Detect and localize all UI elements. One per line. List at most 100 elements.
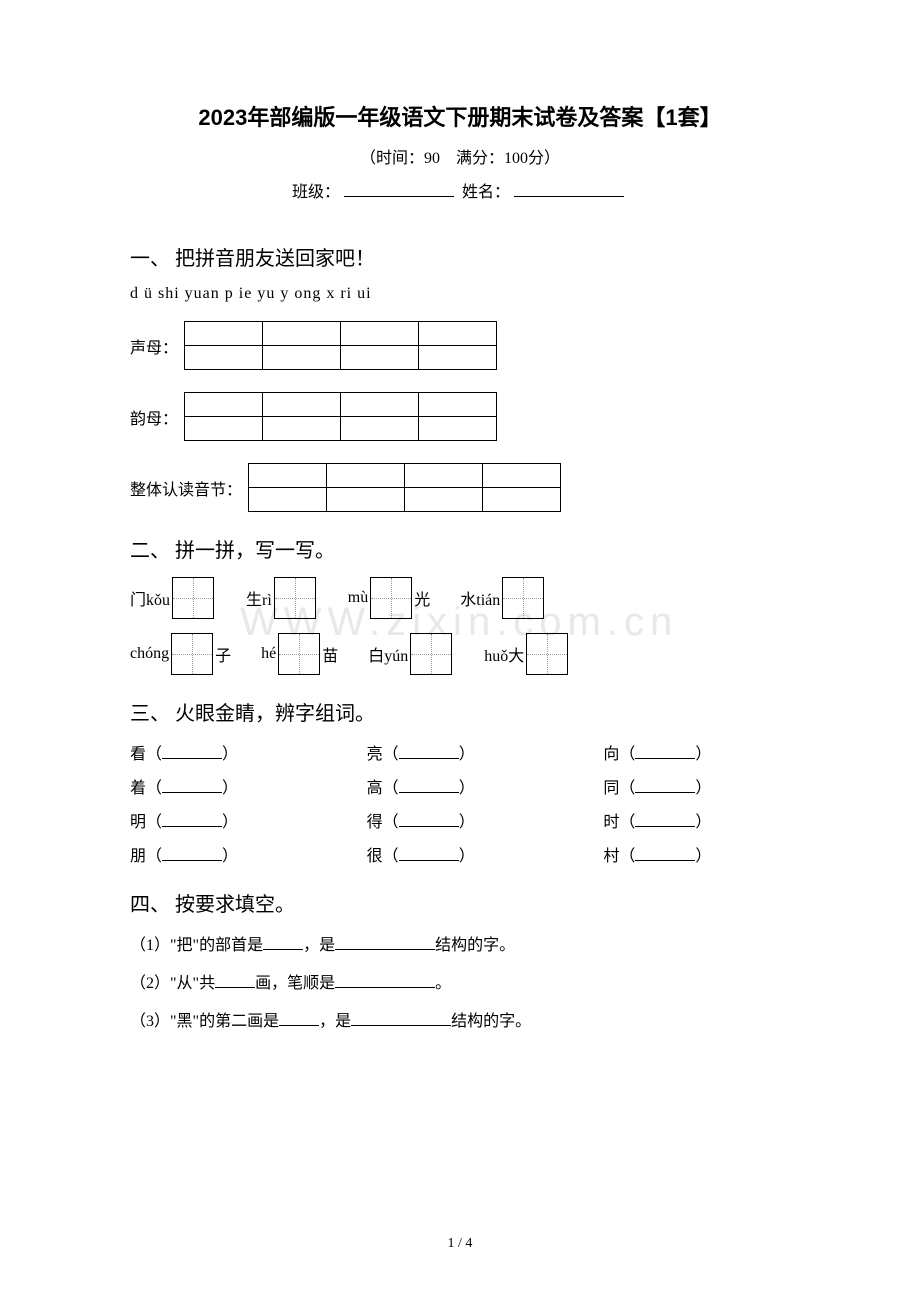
q2-item: chóng 子: [130, 633, 231, 675]
q4-text: 。: [435, 975, 451, 992]
q2-pre: huǒ大: [484, 642, 524, 666]
q3-blank: [399, 792, 459, 793]
q4-text: （3）"黑"的第二画是: [130, 1013, 279, 1030]
q3-blank: [162, 826, 222, 827]
q4-blank: [351, 1025, 451, 1026]
name-blank: [514, 196, 624, 197]
q3-char: 高: [367, 780, 383, 797]
class-label: 班级：: [292, 184, 340, 201]
q4-blank: [263, 949, 303, 950]
q2-item: 生rì: [246, 577, 318, 619]
section3-title: 三、 火眼金睛，辨字组词。: [130, 697, 790, 726]
q2-item: mù 光: [348, 577, 430, 619]
q2-item: 门kǒu: [130, 577, 216, 619]
section2-title: 二、 拼一拼，写一写。: [130, 534, 790, 563]
tian-box: [410, 633, 452, 675]
q3-item: 看（）: [130, 740, 317, 764]
q4-item1: （1）"把"的部首是 ，是 结构的字。: [130, 931, 790, 955]
q4-blank: [335, 949, 435, 950]
q4-blank: [335, 987, 435, 988]
q3-blank: [635, 758, 695, 759]
tian-box: [278, 633, 320, 675]
q2-pre: 门kǒu: [130, 586, 170, 610]
q3-blank: [162, 860, 222, 861]
q4-text: ，是: [303, 937, 335, 954]
q3-char: 明: [130, 814, 146, 831]
q2-pre: 生rì: [246, 586, 272, 610]
q2-pre: chóng: [130, 645, 169, 663]
q4-text: （1）"把"的部首是: [130, 937, 263, 954]
q3-item: 很（）: [367, 842, 554, 866]
q4-blank: [215, 987, 255, 988]
q3-item: 明（）: [130, 808, 317, 832]
tian-box: [502, 577, 544, 619]
q3-blank: [635, 860, 695, 861]
name-label: 姓名：: [462, 184, 510, 201]
q3-item: 时（）: [603, 808, 790, 832]
q3-char: 亮: [367, 746, 383, 763]
q3-blank: [162, 758, 222, 759]
q3-blank: [399, 826, 459, 827]
q3-char: 时: [603, 814, 619, 831]
yunmu-label: 韵母：: [130, 405, 178, 429]
yunmu-table: [184, 392, 497, 441]
tian-box: [172, 577, 214, 619]
q3-item: 朋（）: [130, 842, 317, 866]
tian-box: [526, 633, 568, 675]
shengmu-table: [184, 321, 497, 370]
tian-box: [171, 633, 213, 675]
q4-text: 结构的字。: [435, 937, 515, 954]
q3-blank: [399, 758, 459, 759]
q3-blank: [635, 792, 695, 793]
q3-item: 得（）: [367, 808, 554, 832]
zhengti-label: 整体认读音节：: [130, 476, 242, 500]
q4-text: （2）"从"共: [130, 975, 215, 992]
q3-char: 向: [603, 746, 619, 763]
q4-text: 结构的字。: [451, 1013, 531, 1030]
q4-blank: [279, 1025, 319, 1026]
class-name-row: 班级： 姓名：: [130, 178, 790, 202]
q2-item: 水tián: [460, 577, 546, 619]
q2-item: huǒ大: [484, 633, 570, 675]
q4-text: 画，笔顺是: [255, 975, 335, 992]
q2-item: hé 苗: [261, 633, 338, 675]
q3-char: 同: [603, 780, 619, 797]
pinyin-list: d ü shi yuan p ie yu y ong x ri ui: [130, 285, 790, 303]
page-title: 2023年部编版一年级语文下册期末试卷及答案【1套】: [130, 100, 790, 132]
q4-text: ，是: [319, 1013, 351, 1030]
tian-box: [370, 577, 412, 619]
section4-title: 四、 按要求填空。: [130, 888, 790, 917]
q3-char: 很: [367, 848, 383, 865]
q2-pre: 水tián: [460, 586, 500, 610]
class-blank: [344, 196, 454, 197]
q3-blank: [635, 826, 695, 827]
q3-item: 高（）: [367, 774, 554, 798]
q3-blank: [162, 792, 222, 793]
zhengti-table: [248, 463, 561, 512]
q3-char: 村: [603, 848, 619, 865]
q2-pre: hé: [261, 645, 276, 663]
q2-row2: chóng 子 hé 苗 白yún huǒ大: [130, 633, 790, 675]
tian-box: [274, 577, 316, 619]
q2-post: 光: [414, 586, 430, 610]
shengmu-label: 声母：: [130, 334, 178, 358]
q3-char: 得: [367, 814, 383, 831]
page-subtitle: （时间：90 满分：100分）: [130, 144, 790, 168]
q3-item: 着（）: [130, 774, 317, 798]
q2-row1: 门kǒu 生rì mù 光 水tián: [130, 577, 790, 619]
page-number: 1 / 4: [0, 1236, 920, 1252]
q4-item2: （2）"从"共 画，笔顺是 。: [130, 969, 790, 993]
q3-blank: [399, 860, 459, 861]
q3-item: 同（）: [603, 774, 790, 798]
q3-item: 村（）: [603, 842, 790, 866]
q3-item: 亮（）: [367, 740, 554, 764]
q2-post: 苗: [322, 642, 338, 666]
yunmu-row: 韵母：: [130, 392, 790, 441]
q3-char: 看: [130, 746, 146, 763]
q3-char: 朋: [130, 848, 146, 865]
shengmu-row: 声母：: [130, 321, 790, 370]
q2-post: 子: [215, 642, 231, 666]
q2-item: 白yún: [368, 633, 454, 675]
q3-grid: 看（） 亮（） 向（） 着（） 高（） 同（） 明（） 得（） 时（） 朋（） …: [130, 740, 790, 866]
q2-pre: mù: [348, 589, 368, 607]
